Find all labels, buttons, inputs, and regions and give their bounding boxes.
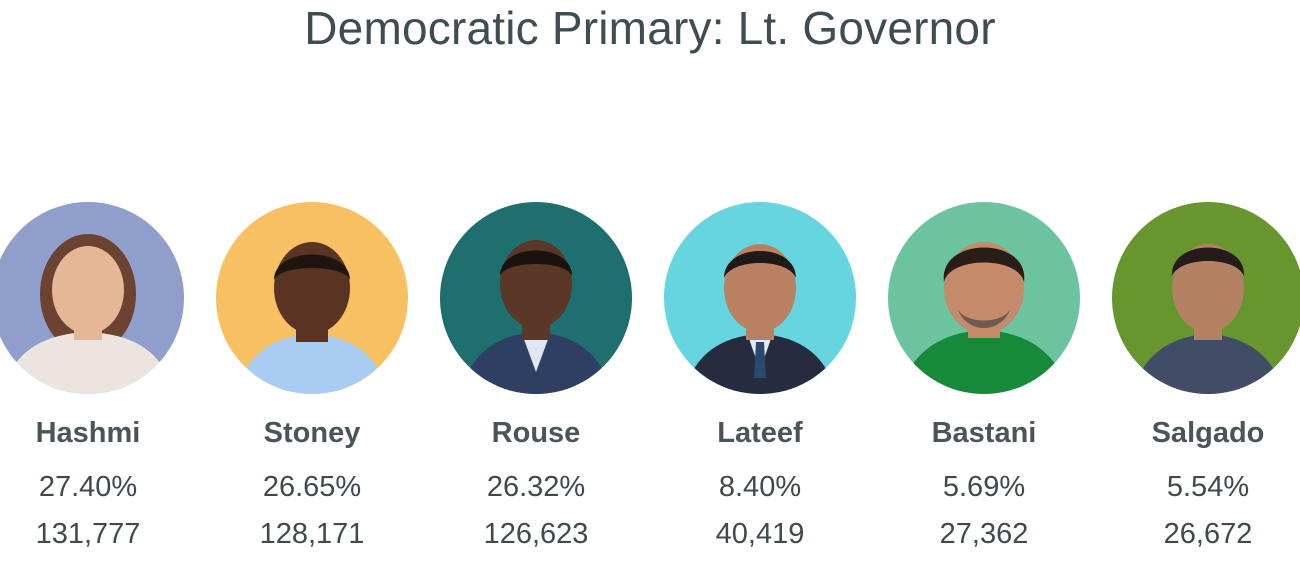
- candidate-card-hashmi: Hashmi 27.40% 131,777: [0, 202, 200, 551]
- candidate-name: Hashmi: [35, 417, 141, 449]
- candidate-votes: 128,171: [259, 518, 365, 550]
- candidate-portrait-icon: [216, 202, 408, 394]
- candidate-name: Bastani: [931, 417, 1037, 449]
- candidate-votes: 27,362: [939, 518, 1029, 550]
- candidate-name: Stoney: [263, 417, 361, 449]
- candidate-card-lateef: Lateef 8.40% 40,419: [648, 202, 872, 551]
- candidate-card-bastani: Bastani 5.69% 27,362: [872, 202, 1096, 551]
- candidate-portrait-icon: [664, 202, 856, 394]
- candidate-card-rouse: Rouse 26.32% 126,623: [424, 202, 648, 551]
- candidate-photo: [1112, 202, 1300, 394]
- candidate-list: Hashmi 27.40% 131,777 Stoney 26.65% 128,…: [0, 202, 1300, 562]
- candidate-percent: 5.69%: [942, 471, 1026, 503]
- candidate-card-salgado: Salgado 5.54% 26,672: [1096, 202, 1300, 551]
- candidate-votes: 126,623: [483, 518, 589, 550]
- candidate-photo: [216, 202, 408, 394]
- candidate-portrait-icon: [1112, 202, 1300, 394]
- candidate-photo: [0, 202, 184, 394]
- candidate-photo: [888, 202, 1080, 394]
- candidate-percent: 27.40%: [38, 471, 138, 503]
- candidate-name: Salgado: [1151, 417, 1265, 449]
- candidate-card-stoney: Stoney 26.65% 128,171: [200, 202, 424, 551]
- candidate-percent: 26.65%: [262, 471, 362, 503]
- candidate-portrait-icon: [0, 202, 184, 394]
- candidate-portrait-icon: [440, 202, 632, 394]
- candidate-name: Lateef: [717, 417, 803, 449]
- candidate-votes: 26,672: [1163, 518, 1253, 550]
- candidate-name: Rouse: [491, 417, 581, 449]
- candidate-photo: [440, 202, 632, 394]
- candidate-percent: 8.40%: [718, 471, 802, 503]
- candidate-percent: 26.32%: [486, 471, 586, 503]
- candidate-percent: 5.54%: [1166, 471, 1250, 503]
- candidate-votes: 40,419: [715, 518, 805, 550]
- candidate-portrait-icon: [888, 202, 1080, 394]
- candidate-photo: [664, 202, 856, 394]
- candidate-votes: 131,777: [35, 518, 141, 550]
- page-title: Democratic Primary: Lt. Governor: [304, 2, 996, 54]
